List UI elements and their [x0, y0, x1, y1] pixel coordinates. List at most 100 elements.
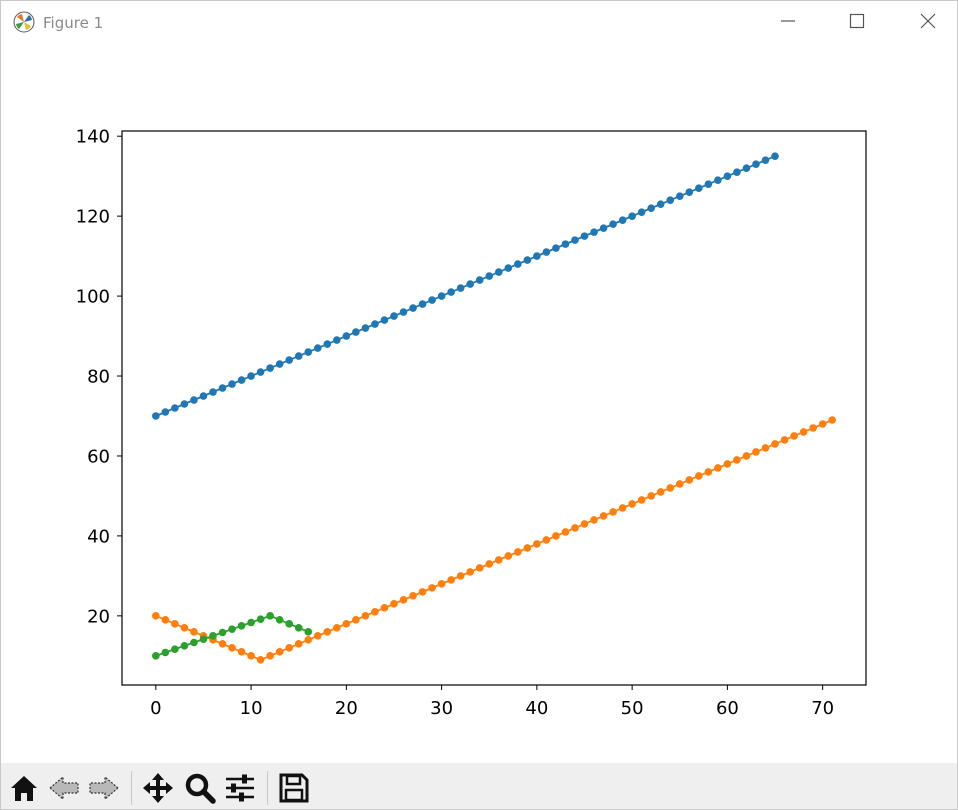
- minimize-button[interactable]: [765, 1, 811, 41]
- y-tick-label: 60: [87, 446, 110, 467]
- data-point: [647, 204, 655, 212]
- data-point: [637, 208, 646, 216]
- data-point: [371, 608, 379, 616]
- data-point: [418, 588, 427, 596]
- data-point: [171, 645, 179, 653]
- maximize-icon: [849, 13, 865, 29]
- x-tick-label: 0: [150, 698, 161, 719]
- plot-canvas[interactable]: 0 10 20 30 40 50 60 70 20 40 60 80 100 120 140: [1, 45, 957, 763]
- pan-button[interactable]: [141, 771, 175, 805]
- data-point: [152, 652, 160, 660]
- data-point: [533, 252, 541, 260]
- data-point: [475, 276, 484, 284]
- data-point: [552, 244, 560, 252]
- data-point: [571, 524, 579, 532]
- data-point: [609, 220, 617, 228]
- data-point: [333, 336, 341, 344]
- data-point: [561, 240, 570, 248]
- y-tick-label: 140: [76, 127, 110, 148]
- data-point: [190, 638, 198, 647]
- y-tick-label: 120: [76, 207, 110, 228]
- data-point: [352, 616, 360, 624]
- data-point: [161, 648, 170, 657]
- y-tick-label: 20: [87, 606, 110, 627]
- data-point: [266, 612, 274, 620]
- data-point: [628, 212, 636, 220]
- save-button[interactable]: [277, 771, 311, 805]
- data-point: [742, 452, 751, 460]
- data-point: [256, 368, 265, 376]
- data-point: [285, 620, 293, 628]
- data-point: [304, 628, 313, 636]
- data-point: [190, 396, 198, 404]
- data-point: [380, 316, 389, 324]
- x-tick-label: 60: [716, 698, 739, 719]
- data-point: [695, 472, 703, 480]
- x-tick-label: 30: [430, 698, 453, 719]
- data-point: [199, 635, 208, 643]
- y-tick-label: 100: [76, 287, 110, 308]
- data-point: [399, 596, 408, 604]
- data-point: [161, 616, 170, 624]
- data-point: [675, 192, 684, 200]
- data-point: [333, 624, 341, 632]
- data-point: [247, 652, 255, 660]
- data-point: [190, 628, 198, 636]
- minimize-icon: [781, 20, 795, 22]
- data-point: [618, 504, 627, 512]
- home-button[interactable]: [7, 771, 41, 805]
- data-point: [761, 156, 770, 164]
- x-tick-label: 40: [525, 698, 548, 719]
- maximize-button[interactable]: [834, 1, 880, 41]
- data-point: [275, 360, 284, 368]
- data-point: [599, 224, 608, 232]
- data-point: [437, 292, 446, 300]
- data-point: [228, 644, 236, 652]
- data-point: [218, 628, 227, 637]
- data-point: [618, 216, 627, 224]
- navigation-toolbar: [1, 763, 957, 809]
- data-point: [294, 624, 303, 632]
- data-point: [809, 424, 817, 432]
- data-point: [428, 296, 436, 304]
- data-point: [685, 476, 694, 484]
- data-point: [171, 620, 179, 628]
- forward-button[interactable]: [87, 771, 121, 805]
- data-point: [180, 624, 189, 632]
- data-point: [371, 320, 379, 328]
- data-point: [247, 372, 255, 380]
- magnifier-icon: [185, 773, 216, 804]
- data-point: [637, 496, 646, 504]
- data-point: [352, 328, 360, 336]
- toolbar-separator: [267, 771, 268, 805]
- window-title: Figure 1: [43, 14, 104, 32]
- data-point: [580, 232, 589, 240]
- data-point: [571, 236, 579, 244]
- data-point: [437, 580, 446, 588]
- x-tick-label: 20: [335, 698, 358, 719]
- data-point: [466, 280, 474, 288]
- data-point: [342, 620, 351, 628]
- data-point: [771, 152, 779, 160]
- data-point: [552, 532, 560, 540]
- data-point: [504, 264, 513, 272]
- data-point: [304, 348, 313, 356]
- data-point: [218, 384, 227, 392]
- data-point: [523, 544, 532, 552]
- x-tick-label: 10: [240, 698, 263, 719]
- data-point: [399, 308, 408, 316]
- zoom-button[interactable]: [183, 771, 217, 805]
- data-point: [285, 356, 293, 364]
- data-point: [514, 260, 522, 268]
- configure-subplots-button[interactable]: [223, 771, 257, 805]
- data-point: [380, 604, 389, 612]
- data-point: [323, 340, 332, 348]
- data-point: [266, 364, 274, 372]
- data-point: [542, 536, 551, 544]
- data-point: [209, 632, 217, 640]
- close-button[interactable]: [905, 1, 951, 41]
- data-point: [799, 428, 808, 436]
- back-button[interactable]: [47, 771, 81, 805]
- data-point: [685, 188, 694, 196]
- data-point: [723, 172, 732, 180]
